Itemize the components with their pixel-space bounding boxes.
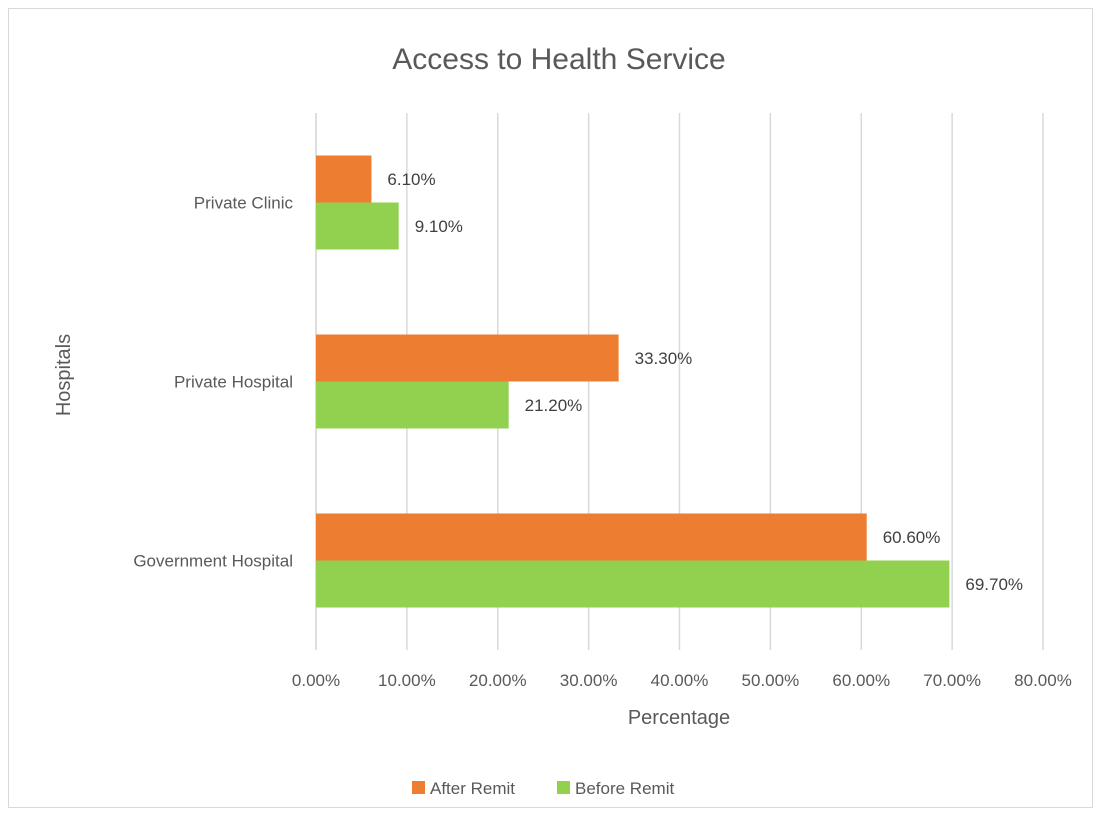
x-tick-label: 40.00% — [651, 671, 709, 690]
data-label: 60.60% — [883, 528, 941, 547]
x-tick-label: 60.00% — [832, 671, 890, 690]
data-label: 69.70% — [965, 575, 1023, 594]
y-tick-label: Private Hospital — [174, 373, 293, 392]
x-tick-label: 10.00% — [378, 671, 436, 690]
bar-before-remit — [316, 202, 399, 250]
y-tick-label: Government Hospital — [133, 552, 293, 571]
x-axis-title: Percentage — [628, 707, 730, 729]
y-tick-labels: Private Clinic Private Hospital Government… — [133, 194, 293, 571]
data-label: 9.10% — [415, 217, 463, 236]
x-tick-label: 50.00% — [742, 671, 800, 690]
chart-title: Access to Health Service — [392, 43, 725, 76]
bars-group — [316, 155, 950, 608]
y-tick-label: Private Clinic — [194, 194, 294, 213]
bar-after-remit — [316, 334, 619, 382]
legend-swatch — [412, 781, 425, 794]
x-tick-labels: 0.00% 10.00% 20.00% 30.00% 40.00% 50.00% 60.00… — [292, 671, 1072, 690]
x-tick-label: 80.00% — [1014, 671, 1072, 690]
chart-container — [8, 8, 1093, 808]
legend-label: After Remit — [430, 779, 515, 798]
legend: After Remit Before Remit — [412, 779, 674, 798]
legend-label: Before Remit — [575, 779, 674, 798]
x-tick-label: 30.00% — [560, 671, 618, 690]
legend-swatch — [557, 781, 570, 794]
x-tick-label: 0.00% — [292, 671, 340, 690]
y-axis-title: Hospitals — [53, 334, 75, 416]
bar-before-remit — [316, 381, 509, 429]
bar-after-remit — [316, 513, 867, 561]
data-label: 6.10% — [387, 170, 435, 189]
bar-after-remit — [316, 155, 372, 203]
data-label: 33.30% — [635, 349, 693, 368]
bar-before-remit — [316, 560, 950, 608]
x-tick-label: 20.00% — [469, 671, 527, 690]
data-label: 21.20% — [525, 396, 583, 415]
x-tick-label: 70.00% — [923, 671, 981, 690]
data-labels-group: 6.10% 9.10% 33.30% 21.20% 60.60% 69.70% — [387, 170, 1023, 594]
